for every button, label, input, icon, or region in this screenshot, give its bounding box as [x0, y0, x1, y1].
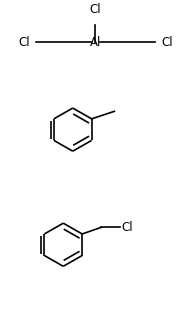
Text: Cl: Cl: [90, 3, 101, 16]
Text: Al: Al: [90, 36, 101, 49]
Text: Cl: Cl: [121, 221, 133, 234]
Text: Cl: Cl: [19, 36, 30, 49]
Text: Cl: Cl: [161, 36, 172, 49]
